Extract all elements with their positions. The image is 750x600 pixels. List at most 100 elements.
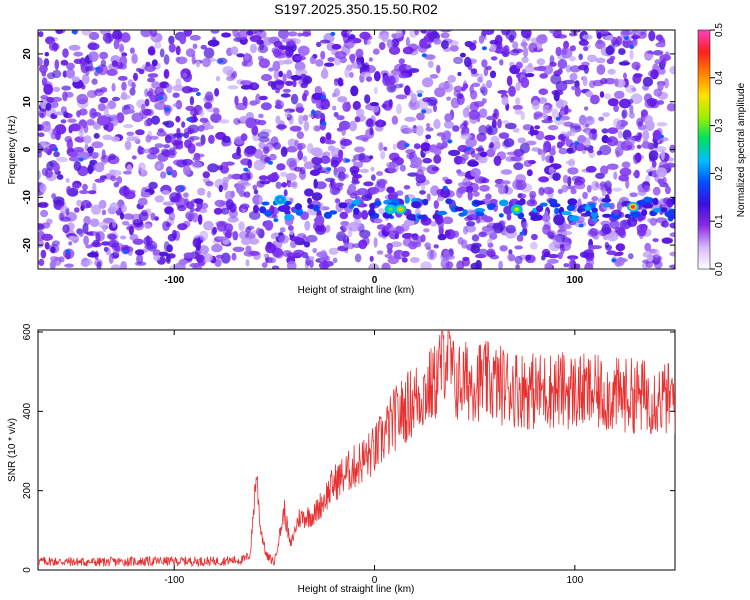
noise-blob — [459, 157, 467, 165]
noise-blob — [568, 259, 575, 269]
band-blob — [660, 207, 668, 213]
noise-blob — [424, 54, 436, 60]
noise-blob — [82, 223, 89, 234]
noise-blob — [242, 96, 248, 106]
noise-blob — [324, 177, 336, 182]
noise-blob — [185, 211, 195, 220]
noise-blob — [199, 230, 209, 241]
noise-blob — [154, 195, 165, 203]
noise-blob — [376, 224, 386, 230]
noise-blob — [88, 31, 100, 41]
noise-speck — [186, 117, 192, 122]
noise-blob — [273, 142, 281, 150]
noise-blob — [660, 149, 665, 161]
noise-blob — [394, 63, 406, 72]
noise-blob — [222, 66, 234, 75]
noise-blob — [557, 188, 564, 194]
noise-blob — [652, 50, 664, 56]
noise-blob — [261, 262, 268, 268]
noise-blob — [150, 30, 158, 37]
noise-blob — [536, 41, 543, 50]
noise-blob — [410, 156, 423, 168]
noise-blob — [431, 166, 440, 172]
band-blob — [671, 197, 675, 205]
noise-blob — [38, 132, 45, 137]
noise-blob — [192, 263, 202, 269]
noise-blob — [636, 223, 648, 234]
noise-blob — [420, 182, 426, 191]
noise-blob — [202, 171, 210, 179]
noise-blob — [396, 140, 408, 151]
noise-blob — [503, 45, 510, 54]
noise-blob — [563, 263, 569, 268]
noise-blob — [298, 114, 304, 125]
y-tick-label: -20 — [22, 237, 33, 252]
noise-blob — [307, 143, 314, 154]
noise-blob — [123, 170, 132, 175]
band-blob — [445, 198, 453, 205]
noise-blob — [574, 87, 582, 97]
noise-blob — [527, 130, 537, 136]
noise-blob — [39, 64, 48, 74]
noise-blob — [312, 248, 318, 253]
noise-blob — [588, 228, 600, 236]
noise-blob — [304, 188, 314, 197]
noise-blob — [653, 248, 660, 258]
noise-blob — [222, 176, 230, 183]
noise-blob — [356, 108, 365, 118]
noise-blob — [411, 233, 419, 241]
noise-blob — [229, 202, 237, 213]
noise-blob — [342, 32, 351, 44]
noise-blob — [191, 161, 203, 169]
noise-blob — [604, 93, 611, 100]
noise-blob — [316, 41, 322, 48]
noise-speck — [421, 109, 427, 114]
noise-blob — [567, 167, 579, 175]
noise-speck — [320, 94, 326, 99]
noise-blob — [599, 144, 612, 156]
noise-blob — [112, 30, 123, 40]
noise-blob — [465, 137, 477, 148]
noise-blob — [371, 174, 376, 182]
noise-speck — [273, 218, 279, 223]
noise-blob — [192, 43, 198, 50]
noise-blob — [286, 146, 298, 153]
noise-blob — [401, 257, 408, 263]
noise-blob — [488, 147, 497, 153]
noise-blob — [175, 45, 181, 56]
noise-blob — [501, 96, 509, 106]
noise-blob — [117, 75, 128, 81]
noise-blob — [43, 202, 48, 207]
band-blob — [566, 204, 576, 212]
noise-blob — [302, 155, 308, 163]
noise-blob — [460, 133, 472, 140]
noise-blob — [284, 110, 291, 118]
noise-blob — [661, 237, 674, 244]
noise-blob — [123, 109, 136, 114]
noise-blob — [585, 90, 594, 98]
band-blob — [614, 215, 621, 220]
noise-blob — [132, 113, 142, 120]
noise-blob — [218, 184, 223, 193]
noise-blob — [265, 256, 273, 264]
band-blob — [284, 213, 293, 221]
noise-blob — [446, 96, 451, 101]
noise-blob — [512, 127, 520, 133]
noise-blob — [528, 42, 538, 53]
noise-blob — [49, 101, 59, 109]
noise-blob — [401, 250, 410, 258]
noise-speck — [268, 160, 273, 165]
noise-blob — [185, 201, 195, 210]
noise-blob — [215, 220, 228, 227]
noise-blob — [93, 89, 104, 97]
noise-blob — [129, 47, 135, 54]
noise-blob — [65, 208, 70, 216]
noise-blob — [227, 174, 233, 180]
noise-blob — [433, 154, 442, 164]
band-blob — [537, 214, 543, 221]
noise-blob — [315, 59, 324, 67]
band-blob — [294, 203, 302, 211]
noise-blob — [94, 178, 105, 183]
noise-blob — [314, 181, 327, 190]
noise-speck — [629, 45, 635, 49]
